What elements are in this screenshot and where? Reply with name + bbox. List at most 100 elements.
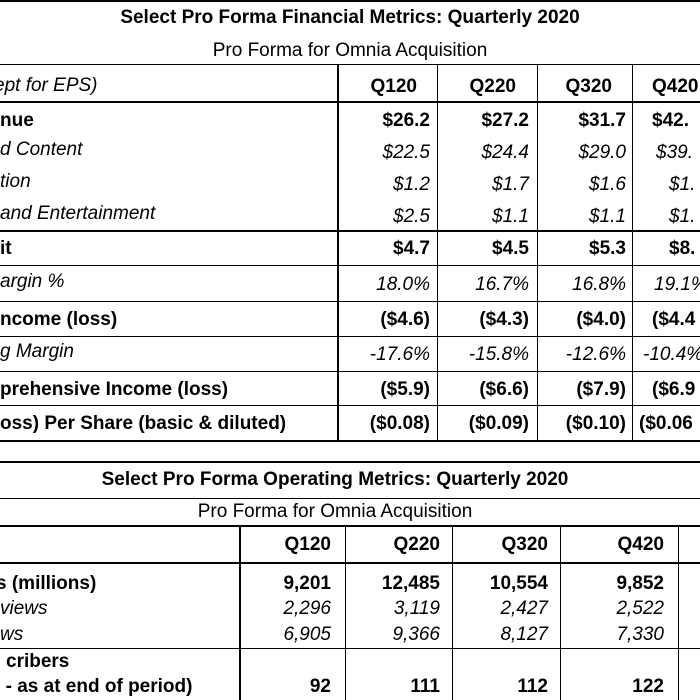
value-cell: $1.1 <box>492 206 529 227</box>
value-cell: ($4.6) <box>380 309 430 330</box>
value-cell: ($0.08) <box>369 413 430 434</box>
row-label: ) - as at end of period) <box>0 676 193 697</box>
value-cell: $39. <box>656 142 693 163</box>
value-cell: $1. <box>669 174 696 195</box>
value-cell: $22.5 <box>382 142 430 163</box>
row-label: tion <box>0 171 31 192</box>
value-cell: 6,905 <box>283 624 331 645</box>
column-divider <box>239 526 241 700</box>
value-cell: $2.5 <box>393 206 430 227</box>
value-cell: 2,427 <box>500 598 548 619</box>
row-label: argin % <box>0 271 65 292</box>
value-cell: $8. <box>669 238 696 259</box>
row-divider <box>0 371 700 372</box>
value-cell: 112 <box>517 676 548 697</box>
value-cell: ($4.3) <box>479 309 529 330</box>
units-label: ept for EPS) <box>0 75 98 96</box>
value-cell: 122 <box>632 676 664 697</box>
value-cell: -10.4% <box>643 344 700 365</box>
row-label: cribers <box>6 651 70 672</box>
value-cell: 7,330 <box>616 624 664 645</box>
value-cell: ($0.09) <box>468 413 529 434</box>
value-cell: ($4.0) <box>576 309 626 330</box>
row-label: views <box>0 598 48 619</box>
value-cell: 3,119 <box>393 598 440 619</box>
quarter-header: Q120 <box>284 534 331 555</box>
row-label: ws <box>0 624 24 645</box>
value-cell: 8,127 <box>500 624 548 645</box>
value-cell: 12,485 <box>381 573 440 594</box>
value-cell: ($5.9) <box>380 379 430 400</box>
subtitle-bottom-border <box>0 64 700 65</box>
value-cell: -17.6% <box>369 344 430 365</box>
value-cell: 111 <box>410 676 440 697</box>
value-cell: $1. <box>669 206 696 227</box>
column-divider <box>678 526 679 700</box>
column-divider <box>337 64 339 441</box>
value-cell: 2,296 <box>283 598 331 619</box>
row-label: oss) Per Share (basic & diluted) <box>0 413 287 434</box>
quarter-header: Q420 <box>617 534 664 555</box>
value-cell: $1.2 <box>393 174 430 195</box>
value-cell: $24.4 <box>481 142 529 163</box>
value-cell: $27.2 <box>481 110 529 131</box>
operating-table-title: Select Pro Forma Operating Metrics: Quar… <box>101 469 569 490</box>
value-cell: 16.7% <box>475 274 529 295</box>
quarter-header: Q320 <box>565 76 612 97</box>
financial-table-title: Select Pro Forma Financial Metrics: Quar… <box>120 7 580 28</box>
column-divider <box>632 64 633 441</box>
row-divider <box>0 301 700 302</box>
header-bottom-border <box>0 101 700 103</box>
row-divider <box>0 648 700 649</box>
row-label: nue <box>0 110 34 131</box>
value-cell: 18.0% <box>376 274 430 295</box>
row-label: ncome (loss) <box>0 309 118 330</box>
value-cell: 9,201 <box>283 573 331 594</box>
quarter-header: Q220 <box>393 534 440 555</box>
value-cell: 9,366 <box>392 624 440 645</box>
top-border <box>0 461 700 463</box>
quarter-header: Q320 <box>501 534 548 555</box>
row-label: d Content <box>0 139 83 160</box>
row-label: prehensive Income (loss) <box>0 379 229 400</box>
title-bottom-border <box>0 498 700 499</box>
value-cell: -12.6% <box>565 344 626 365</box>
value-cell: 92 <box>309 676 331 697</box>
header-bottom-border <box>0 562 700 564</box>
financial-table-subtitle: Pro Forma for Omnia Acquisition <box>212 40 488 61</box>
table-bottom-border <box>0 440 700 442</box>
value-cell: $1.6 <box>589 174 626 195</box>
row-divider <box>0 230 700 232</box>
value-cell: $29.0 <box>578 142 626 163</box>
value-cell: ($0.06 <box>639 413 693 434</box>
top-border <box>0 0 700 2</box>
column-divider <box>537 64 538 441</box>
row-label: and Entertainment <box>0 203 156 224</box>
column-divider <box>345 526 346 700</box>
value-cell: $4.5 <box>492 238 529 259</box>
value-cell: 9,852 <box>616 573 664 594</box>
column-divider <box>560 526 561 700</box>
quarter-header: Q420 <box>652 76 699 97</box>
row-label: g Margin <box>0 341 74 362</box>
value-cell: $1.1 <box>589 206 626 227</box>
value-cell: ($6.9 <box>652 379 696 400</box>
subtitle-bottom-border <box>0 525 700 527</box>
quarter-header: Q220 <box>469 76 516 97</box>
value-cell: ($4.4 <box>652 309 696 330</box>
quarter-header: Q120 <box>370 76 417 97</box>
operating-table-subtitle: Pro Forma for Omnia Acquisition <box>197 501 473 522</box>
row-label: s (millions) <box>0 573 97 594</box>
value-cell: $42. <box>652 110 689 131</box>
value-cell: $1.7 <box>492 174 529 195</box>
value-cell: ($0.10) <box>565 413 626 434</box>
value-cell: -15.8% <box>468 344 529 365</box>
row-divider <box>0 336 700 337</box>
value-cell: ($7.9) <box>576 379 626 400</box>
row-divider <box>0 405 700 406</box>
value-cell: 19.1% <box>654 274 700 295</box>
value-cell: $5.3 <box>589 238 626 259</box>
row-divider <box>0 265 700 266</box>
row-label: it <box>0 238 12 259</box>
value-cell: $31.7 <box>578 110 626 131</box>
